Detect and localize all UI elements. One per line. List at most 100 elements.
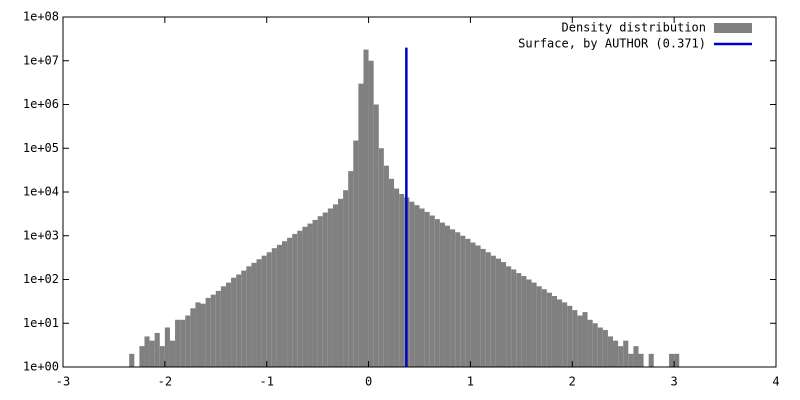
bar [607,336,614,367]
bar [175,319,181,367]
bar [368,60,374,367]
bar [292,233,298,367]
bar [159,346,165,367]
bar [613,340,619,367]
bar [516,273,522,367]
bar [261,255,267,367]
bar [225,282,232,367]
bar [195,302,201,367]
bar [439,222,445,367]
legend-swatch [714,23,752,33]
legend-label: Density distribution [562,21,707,35]
bar [551,295,558,367]
bar [429,215,435,367]
x-tick-label: 3 [671,375,678,389]
bar [623,340,629,367]
bar [485,252,491,367]
bar [363,49,369,368]
bar [180,319,186,367]
y-tick-label: 1e+06 [23,97,59,111]
x-tick-label: 4 [772,375,779,389]
bar [444,225,451,367]
bar [633,346,639,367]
bar [455,232,461,367]
x-tick-label: 0 [365,375,372,389]
bar [648,353,654,367]
bar [287,237,293,367]
bar [618,346,624,367]
bar [200,303,206,367]
bar [241,270,247,367]
bar [511,269,517,367]
bar [144,336,150,367]
bar [327,208,333,367]
bar [669,353,675,367]
bar [541,289,547,367]
bar [450,229,456,367]
bar [383,165,389,367]
bar [480,248,486,367]
bar [302,226,308,367]
bar [373,104,379,367]
bar [281,241,288,367]
x-tick-label: 1 [467,375,474,389]
bar [470,242,476,367]
bar [312,219,318,367]
bar [378,148,384,367]
bar [205,297,211,367]
bar [460,235,466,367]
bar [572,310,578,367]
bar [495,258,501,367]
bar [409,201,415,367]
legend-label: Surface, by AUTHOR (0.371) [518,37,706,51]
bar [399,194,405,367]
bar [582,312,588,367]
bar [602,330,608,367]
bar [169,340,176,367]
y-tick-label: 1e+02 [23,272,59,286]
bar [557,299,563,367]
bar [587,319,593,367]
bar [297,230,303,367]
bar [185,315,191,367]
bar [388,178,395,367]
y-tick-label: 1e+01 [23,316,59,330]
bar [215,290,221,367]
bar [506,266,512,367]
bar [322,212,328,367]
bar [465,238,471,367]
bar [246,266,252,367]
y-tick-label: 1e+03 [23,228,59,242]
bar [154,332,160,367]
bar [220,286,226,367]
bar [592,323,598,367]
bar [424,211,430,367]
x-tick-label: -2 [158,375,172,389]
bar [394,188,400,367]
bar [353,140,359,367]
x-tick-label: -1 [259,375,273,389]
bar [307,223,313,367]
bar [271,248,277,367]
bar [276,244,282,367]
bar [490,255,496,367]
bar [414,205,420,367]
y-tick-label: 1e+05 [23,141,59,155]
y-tick-label: 1e+07 [23,53,59,67]
bar [164,327,170,367]
bar [521,276,527,367]
bar [348,171,354,367]
x-tick-label: 2 [569,375,576,389]
bar [332,204,339,367]
bar [236,274,242,367]
y-tick-label: 1e+08 [23,10,59,24]
bar [577,315,583,367]
bar [210,294,216,367]
bar [358,83,364,367]
bar [638,353,644,367]
bar [597,327,603,367]
bar [546,292,552,367]
bar [251,262,257,367]
bar [256,259,262,367]
